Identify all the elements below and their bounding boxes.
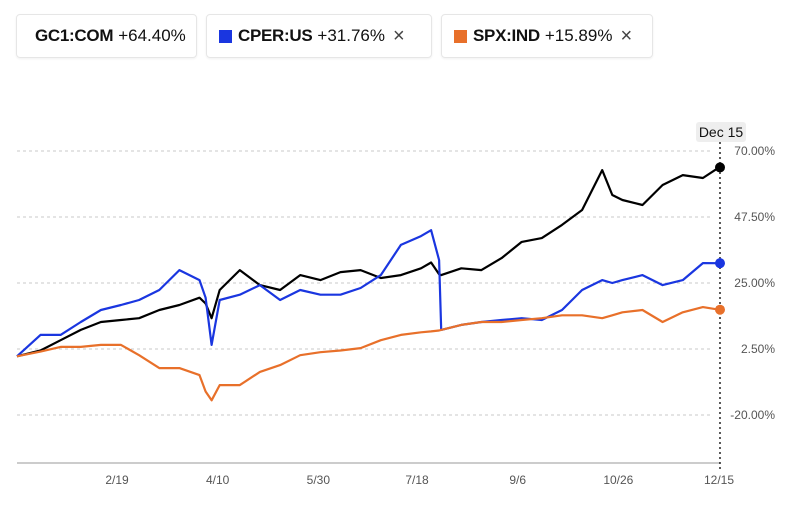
series-line-cper-us: [16, 229, 720, 358]
crosshair-date-label: Dec 15: [699, 124, 744, 140]
symbol-label: GC1:COM: [35, 26, 114, 45]
close-icon[interactable]: ×: [620, 24, 633, 47]
crosshair-label-box: [696, 122, 746, 142]
color-swatch: [219, 29, 232, 43]
change-label: +64.40%: [118, 26, 186, 45]
y-tick-label: -20.00%: [730, 408, 775, 422]
x-tick-label: 12/15: [704, 473, 734, 487]
symbol-label: SPX:IND: [473, 26, 540, 45]
series-line-gc1-com: [16, 166, 720, 358]
x-tick-label: 5/30: [307, 473, 331, 487]
series-endpoint-spx-ind: [715, 304, 725, 315]
legend-chip-cper[interactable]: CPER:US +31.76% ×: [206, 14, 432, 58]
change-label: +15.89%: [544, 26, 613, 45]
y-tick-label: 25.00%: [734, 276, 775, 290]
y-tick-label: 2.50%: [741, 342, 775, 356]
change-label: +31.76%: [317, 26, 386, 45]
symbol-label: CPER:US: [238, 26, 313, 45]
color-swatch: [454, 29, 467, 43]
x-tick-label: 2/19: [105, 473, 129, 487]
x-tick-label: 10/26: [603, 473, 633, 487]
series-line-spx-ind: [16, 306, 720, 402]
legend-chip-gc1[interactable]: GC1:COM +64.40%: [16, 14, 197, 58]
series-endpoint-gc1-com: [715, 162, 725, 173]
x-tick-label: 7/18: [405, 473, 429, 487]
y-tick-label: 47.50%: [734, 210, 775, 224]
y-tick-label: 70.00%: [734, 144, 775, 158]
close-icon[interactable]: ×: [393, 24, 405, 47]
x-tick-label: 9/6: [509, 473, 526, 487]
x-tick-label: 4/10: [206, 473, 230, 487]
legend-chip-spx[interactable]: SPX:IND +15.89% ×: [441, 14, 653, 58]
series-endpoint-cper-us: [715, 258, 725, 269]
